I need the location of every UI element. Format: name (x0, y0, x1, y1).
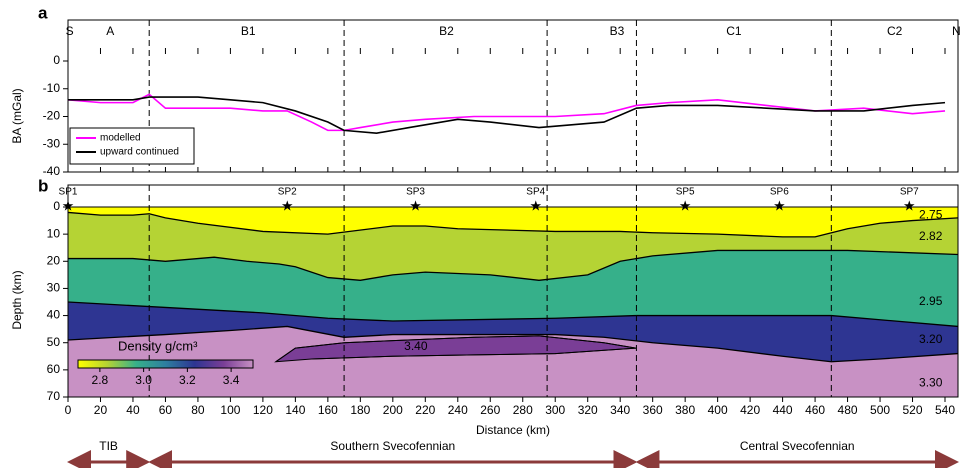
y-tick-label: 50 (47, 335, 61, 349)
legend-label: upward continued (100, 147, 179, 158)
x-tick-label: 340 (610, 403, 630, 417)
region-label: N (952, 24, 960, 38)
density-label: 3.20 (919, 332, 943, 346)
density-label: 3.40 (404, 339, 428, 353)
x-tick-label: 100 (220, 403, 240, 417)
province-label: Southern Svecofennian (330, 439, 455, 453)
x-tick-label: 540 (935, 403, 955, 417)
x-tick-label: 80 (191, 403, 205, 417)
province-label: TIB (99, 439, 118, 453)
x-tick-label: 140 (285, 403, 305, 417)
shot-point-label: SP2 (278, 187, 297, 198)
x-tick-label: 400 (708, 403, 728, 417)
x-tick-label: 20 (94, 403, 108, 417)
x-tick-label: 160 (318, 403, 338, 417)
y-tick-label: -10 (43, 81, 61, 95)
panel-label: a (38, 3, 48, 22)
shot-point-star: ★ (62, 198, 75, 214)
density-label: 2.82 (919, 229, 943, 243)
shot-point-label: SP7 (900, 187, 919, 198)
shot-point-star: ★ (679, 198, 692, 214)
shot-point-star: ★ (281, 198, 294, 214)
shot-point-label: SP3 (406, 187, 425, 198)
region-label: C1 (726, 24, 742, 38)
x-tick-label: 420 (740, 403, 760, 417)
x-tick-label: 220 (415, 403, 435, 417)
y-tick-label: 0 (53, 53, 60, 67)
y-tick-label: 0 (53, 199, 60, 213)
region-label: S (66, 24, 74, 38)
panel-label: b (38, 176, 48, 195)
x-tick-label: 0 (65, 403, 72, 417)
figure: aSAB1B2B3C1C2N0-10-20-30-40BA (mGal)mode… (0, 0, 960, 468)
y-tick-label: 30 (47, 281, 61, 295)
y-tick-label: 40 (47, 308, 61, 322)
x-tick-label: 260 (480, 403, 500, 417)
x-tick-label: 180 (350, 403, 370, 417)
colorbar-title: Density g/cm³ (118, 338, 198, 353)
colorbar-tick-label: 3.0 (135, 373, 152, 387)
x-tick-label: 500 (870, 403, 890, 417)
x-tick-label: 200 (383, 403, 403, 417)
x-tick-label: 40 (126, 403, 140, 417)
shot-point-star: ★ (773, 198, 786, 214)
x-tick-label: 360 (643, 403, 663, 417)
x-axis-label: Distance (km) (476, 423, 550, 437)
shot-point-label: SP6 (770, 187, 789, 198)
region-label: C2 (887, 24, 903, 38)
x-tick-label: 520 (903, 403, 923, 417)
y-tick-label: 70 (47, 389, 61, 403)
data-line (68, 97, 945, 133)
region-label: B3 (610, 24, 625, 38)
shot-point-star: ★ (529, 198, 542, 214)
y-tick-label: 20 (47, 253, 61, 267)
legend-label: modelled (100, 133, 141, 144)
colorbar (78, 360, 253, 368)
region-label: B1 (241, 24, 256, 38)
x-tick-label: 380 (675, 403, 695, 417)
x-tick-label: 120 (253, 403, 273, 417)
shot-point-label: SP1 (59, 187, 78, 198)
data-line (68, 94, 945, 130)
x-tick-label: 240 (448, 403, 468, 417)
x-tick-label: 460 (805, 403, 825, 417)
shot-point-label: SP5 (676, 187, 695, 198)
density-label: 3.30 (919, 376, 943, 390)
y-tick-label: -30 (43, 136, 61, 150)
x-tick-label: 480 (838, 403, 858, 417)
x-tick-label: 280 (513, 403, 533, 417)
y-axis-label: BA (mGal) (10, 88, 24, 143)
y-axis-label: Depth (km) (10, 270, 24, 329)
shot-point-star: ★ (409, 198, 422, 214)
shot-point-label: SP4 (526, 187, 545, 198)
colorbar-tick-label: 3.2 (179, 373, 196, 387)
plot-frame (68, 20, 958, 172)
y-tick-label: -20 (43, 109, 61, 123)
x-tick-label: 60 (159, 403, 173, 417)
colorbar-tick-label: 2.8 (92, 373, 109, 387)
region-label: B2 (439, 24, 454, 38)
colorbar-tick-label: 3.4 (223, 373, 240, 387)
x-tick-label: 320 (578, 403, 598, 417)
density-label: 2.95 (919, 294, 943, 308)
y-tick-label: 10 (47, 226, 61, 240)
x-tick-label: 300 (545, 403, 565, 417)
y-tick-label: 60 (47, 362, 61, 376)
x-tick-label: 440 (773, 403, 793, 417)
shot-point-star: ★ (903, 198, 916, 214)
region-label: A (106, 24, 114, 38)
density-label: 2.75 (919, 207, 943, 221)
province-label: Central Svecofennian (740, 439, 855, 453)
